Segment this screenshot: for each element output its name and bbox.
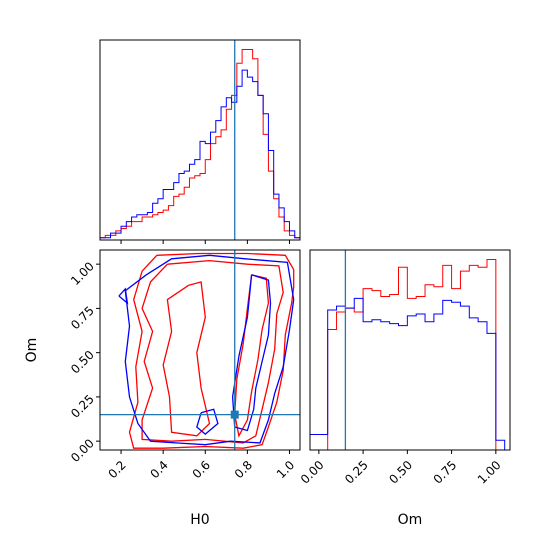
x-axis-title-om: Om — [398, 512, 423, 528]
joint-blue-contour — [124, 254, 295, 446]
joint-y-tick-label: 0.50 — [68, 348, 97, 377]
om-histogram-content — [309, 250, 506, 451]
joint-contour-frame — [99, 249, 301, 451]
joint-red-contour — [141, 259, 284, 444]
joint-contour-content — [100, 250, 300, 450]
om-histogram-panel: 0.00 0.25 0.50 0.75 1.00 — [298, 249, 511, 487]
joint-y-tick-label: 0.00 — [68, 436, 97, 465]
om-histogram-x-tick-label: 0.50 — [386, 458, 415, 487]
om-histogram-red-histogram — [310, 259, 505, 451]
joint-red-contour — [234, 274, 270, 438]
joint-x-tick-label: 0.8 — [232, 458, 255, 481]
joint-red-contour — [128, 252, 295, 449]
h0-histogram-panel — [99, 39, 301, 244]
joint-truth-marker — [230, 410, 239, 419]
h0-histogram-content — [99, 40, 301, 240]
joint-contour-panel: 0.2 0.4 0.6 0.8 1.0 0.00 0.25 0.50 0.75 1.00 — [68, 249, 301, 481]
joint-y-tick-label: 0.75 — [68, 303, 97, 332]
om-histogram-x-tick-label: 0.00 — [298, 458, 327, 487]
joint-blue-contour — [118, 287, 129, 305]
joint-x-tick-label: 0.6 — [190, 458, 213, 481]
x-axis-title-h0: H0 — [190, 512, 209, 528]
om-histogram-x-tick-label: 0.25 — [342, 458, 371, 487]
joint-red-contour — [162, 281, 211, 437]
joint-x-tick-label: 0.2 — [105, 458, 128, 481]
h0-histogram-red-histogram — [99, 49, 301, 240]
om-histogram-frame — [309, 249, 511, 451]
joint-blue-contour — [196, 408, 219, 435]
joint-y-tick-label: 1.00 — [68, 259, 97, 288]
om-histogram-x-tick-label: 0.75 — [431, 458, 460, 487]
h0-histogram-ticks — [120, 240, 290, 244]
om-histogram-x-tick-label: 1.00 — [475, 458, 504, 487]
joint-y-tick-label: 0.25 — [68, 392, 97, 421]
y-axis-title-om: Om — [24, 338, 40, 363]
h0-histogram-frame — [99, 39, 301, 241]
h0-histogram-blue-histogram — [99, 69, 301, 240]
om-histogram-blue-histogram — [309, 297, 506, 450]
om-histogram-ticks: 0.00 0.25 0.50 0.75 1.00 — [298, 450, 504, 487]
joint-x-tick-label: 1.0 — [274, 458, 297, 481]
joint-x-tick-label: 0.4 — [148, 458, 171, 481]
joint-blue-contour — [231, 274, 272, 432]
